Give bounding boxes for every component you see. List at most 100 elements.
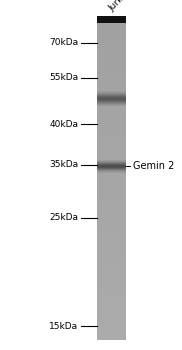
Text: 40kDa: 40kDa xyxy=(49,120,78,129)
Bar xyxy=(97,51,126,55)
Bar xyxy=(97,145,126,148)
Bar xyxy=(97,93,126,97)
Text: 70kDa: 70kDa xyxy=(49,38,78,47)
Bar xyxy=(97,16,126,23)
Bar xyxy=(97,77,126,80)
Bar xyxy=(97,275,126,278)
Bar xyxy=(97,210,126,213)
Bar xyxy=(97,142,126,145)
Bar xyxy=(97,90,126,93)
Bar xyxy=(97,158,126,161)
Bar xyxy=(97,19,126,22)
Text: Jurkat: Jurkat xyxy=(107,0,132,13)
Bar xyxy=(97,100,126,103)
Bar xyxy=(97,256,126,259)
Bar xyxy=(97,320,126,323)
Bar xyxy=(97,301,126,304)
Bar xyxy=(97,336,126,339)
Bar xyxy=(97,187,126,190)
Bar xyxy=(97,68,126,71)
Bar xyxy=(97,317,126,320)
Bar xyxy=(97,177,126,181)
Bar xyxy=(97,327,126,330)
Bar xyxy=(97,106,126,110)
Bar xyxy=(97,80,126,84)
Bar xyxy=(97,22,126,26)
Bar xyxy=(97,281,126,285)
Bar xyxy=(97,285,126,288)
Text: 15kDa: 15kDa xyxy=(49,322,78,331)
Bar xyxy=(97,97,126,100)
Bar xyxy=(97,58,126,61)
Bar xyxy=(97,272,126,275)
Bar xyxy=(97,262,126,265)
Bar xyxy=(97,314,126,317)
Bar xyxy=(97,294,126,298)
Bar xyxy=(97,197,126,200)
Bar xyxy=(97,42,126,45)
Bar xyxy=(97,239,126,242)
Bar xyxy=(97,223,126,226)
Bar xyxy=(97,35,126,38)
Bar xyxy=(97,298,126,301)
Bar xyxy=(97,333,126,336)
Bar xyxy=(97,129,126,132)
Bar xyxy=(97,259,126,262)
Bar xyxy=(97,132,126,135)
Bar xyxy=(97,16,126,19)
Bar xyxy=(97,122,126,126)
Bar xyxy=(97,200,126,204)
Bar xyxy=(97,26,126,29)
Bar xyxy=(97,204,126,207)
Bar xyxy=(97,288,126,291)
Bar xyxy=(97,233,126,236)
Bar xyxy=(97,165,126,168)
Bar xyxy=(97,246,126,249)
Bar xyxy=(97,155,126,158)
Bar xyxy=(97,268,126,272)
Bar xyxy=(97,103,126,106)
Bar xyxy=(97,207,126,210)
Bar xyxy=(97,307,126,310)
Bar xyxy=(97,110,126,113)
Bar xyxy=(97,236,126,239)
Bar xyxy=(97,32,126,35)
Bar xyxy=(97,135,126,139)
Bar xyxy=(97,304,126,307)
Bar xyxy=(97,171,126,174)
Bar xyxy=(97,323,126,327)
Bar xyxy=(97,226,126,230)
Bar xyxy=(97,213,126,216)
Bar xyxy=(97,45,126,48)
Bar xyxy=(97,168,126,171)
Bar xyxy=(97,116,126,119)
Bar xyxy=(97,71,126,74)
Bar xyxy=(97,174,126,177)
Bar xyxy=(97,330,126,333)
Bar xyxy=(97,148,126,152)
Bar xyxy=(97,61,126,64)
Bar xyxy=(97,161,126,165)
Bar xyxy=(97,230,126,233)
Bar xyxy=(97,216,126,220)
Text: 35kDa: 35kDa xyxy=(49,160,78,169)
Bar xyxy=(97,64,126,68)
Bar xyxy=(97,48,126,51)
Text: 55kDa: 55kDa xyxy=(49,73,78,82)
Bar xyxy=(97,265,126,268)
Bar xyxy=(97,29,126,32)
Text: Gemin 2: Gemin 2 xyxy=(133,161,174,171)
Bar xyxy=(97,126,126,129)
Bar xyxy=(97,194,126,197)
Bar xyxy=(97,38,126,42)
Bar xyxy=(97,55,126,58)
Bar xyxy=(97,252,126,256)
Bar xyxy=(97,242,126,246)
Bar xyxy=(97,291,126,294)
Bar xyxy=(97,181,126,184)
Bar xyxy=(97,184,126,187)
Bar xyxy=(97,278,126,281)
Bar xyxy=(97,74,126,77)
Bar xyxy=(97,249,126,252)
Bar xyxy=(97,119,126,122)
